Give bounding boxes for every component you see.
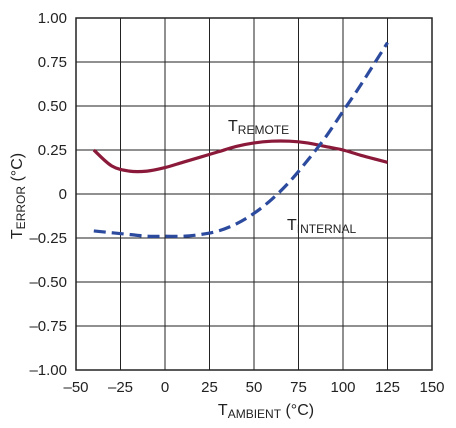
y-tick-label: –1.00 (29, 362, 67, 379)
y-tick-label: –0.25 (29, 230, 67, 247)
y-axis-label: TERROR (°C) (9, 153, 28, 239)
x-tick-labels: –50 –25 0 25 50 75 100 125 150 (63, 379, 444, 396)
grid (76, 18, 432, 370)
series-lines (92, 41, 389, 238)
plot-frame (75, 17, 433, 371)
series-line-internal (93, 41, 389, 238)
x-axis-label: TAMBIENT (°C) (218, 402, 314, 421)
y-tick-label: 0.75 (38, 54, 67, 71)
x-tick-label: 25 (201, 379, 218, 396)
x-tick-label: 125 (375, 379, 400, 396)
x-tick-label: 0 (161, 379, 169, 396)
y-tick-labels: 1.00 0.75 0.50 0.25 0 –0.25 –0.50 –0.75 –1.00 (29, 10, 67, 379)
x-tick-label: –25 (108, 379, 133, 396)
x-tick-label: –50 (63, 379, 88, 396)
x-tick-label: 100 (330, 379, 355, 396)
series-label-internal: TINTERNAL (287, 217, 356, 236)
x-tick-label: 75 (290, 379, 307, 396)
y-tick-label: 0.25 (38, 142, 67, 159)
y-tick-label: 0.50 (38, 98, 67, 115)
y-tick-label: –0.75 (29, 318, 67, 335)
x-tick-label: 50 (246, 379, 263, 396)
x-tick-label: 150 (419, 379, 444, 396)
y-tick-label: 1.00 (38, 10, 67, 27)
y-tick-label: 0 (59, 186, 67, 203)
series-line-remote (92, 139, 388, 174)
y-tick-label: –0.50 (29, 274, 67, 291)
series-label-remote: TREMOTE (228, 118, 289, 137)
